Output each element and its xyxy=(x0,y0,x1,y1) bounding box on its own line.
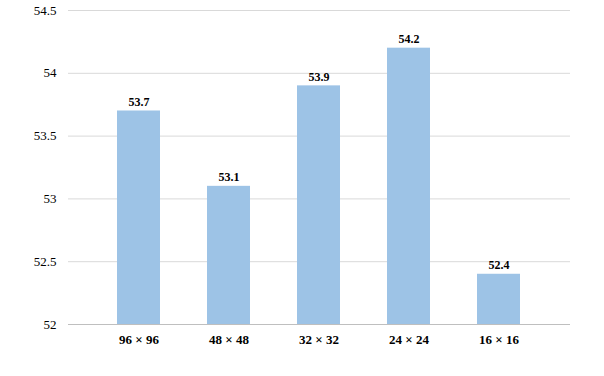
svg-text:54.5: 54.5 xyxy=(34,3,57,18)
svg-text:52.5: 52.5 xyxy=(34,254,57,269)
svg-text:54: 54 xyxy=(44,65,58,80)
svg-text:48 × 48: 48 × 48 xyxy=(209,332,249,347)
svg-text:16 × 16: 16 × 16 xyxy=(479,332,519,347)
svg-text:53.1: 53.1 xyxy=(219,170,240,184)
svg-text:52: 52 xyxy=(44,317,57,332)
svg-text:53.9: 53.9 xyxy=(309,70,330,84)
svg-text:52.4: 52.4 xyxy=(489,258,510,272)
svg-text:24 × 24: 24 × 24 xyxy=(389,332,429,347)
svg-text:96 × 96: 96 × 96 xyxy=(119,332,159,347)
svg-text:53: 53 xyxy=(44,191,57,206)
svg-text:53.7: 53.7 xyxy=(129,95,150,109)
svg-text:32 × 32: 32 × 32 xyxy=(299,332,339,347)
svg-text:54.2: 54.2 xyxy=(399,32,420,46)
svg-text:53.5: 53.5 xyxy=(34,128,57,143)
